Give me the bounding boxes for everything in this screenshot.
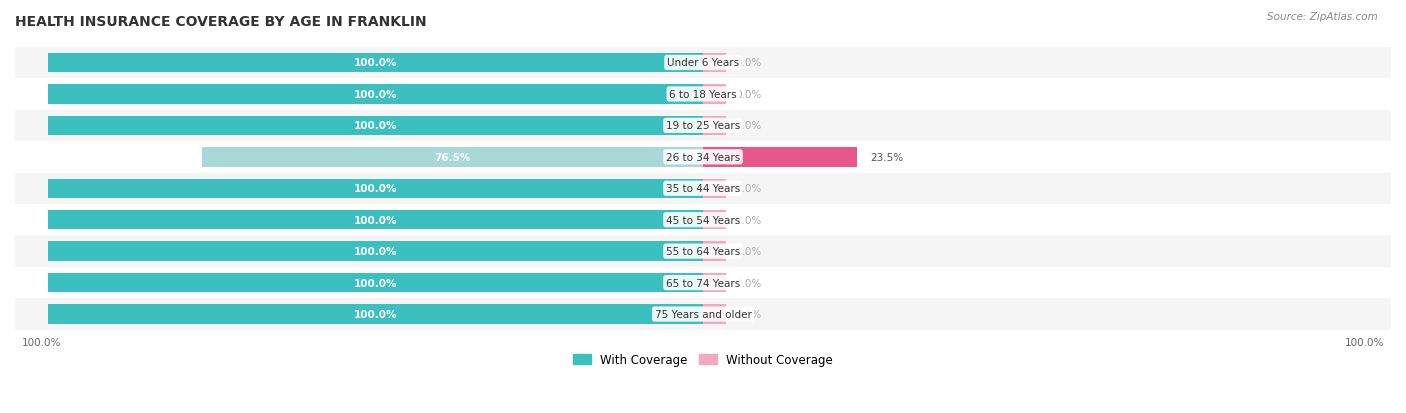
Bar: [703, 148, 858, 167]
Bar: [703, 304, 725, 324]
Bar: [48, 242, 703, 261]
Text: 100.0%: 100.0%: [1346, 337, 1385, 347]
Bar: [703, 273, 725, 293]
Text: 0.0%: 0.0%: [735, 90, 762, 100]
Text: 100.0%: 100.0%: [354, 247, 396, 256]
Bar: [703, 242, 725, 261]
Text: 100.0%: 100.0%: [354, 121, 396, 131]
Text: 23.5%: 23.5%: [870, 152, 903, 162]
Text: 35 to 44 Years: 35 to 44 Years: [666, 184, 740, 194]
Bar: [703, 54, 725, 73]
Text: 45 to 54 Years: 45 to 54 Years: [666, 215, 740, 225]
Bar: [15, 236, 1391, 267]
Text: 76.5%: 76.5%: [434, 152, 471, 162]
Bar: [703, 85, 725, 104]
Text: 0.0%: 0.0%: [735, 121, 762, 131]
Bar: [48, 116, 703, 136]
Text: 6 to 18 Years: 6 to 18 Years: [669, 90, 737, 100]
Text: 0.0%: 0.0%: [735, 278, 762, 288]
Text: 0.0%: 0.0%: [735, 247, 762, 256]
Text: 100.0%: 100.0%: [354, 309, 396, 319]
Bar: [15, 299, 1391, 330]
Text: 100.0%: 100.0%: [354, 58, 396, 68]
Bar: [48, 54, 703, 73]
Text: 0.0%: 0.0%: [735, 309, 762, 319]
Bar: [15, 110, 1391, 142]
Text: 100.0%: 100.0%: [354, 215, 396, 225]
Bar: [48, 211, 703, 230]
Bar: [703, 116, 725, 136]
Bar: [48, 304, 703, 324]
Text: Under 6 Years: Under 6 Years: [666, 58, 740, 68]
Text: Source: ZipAtlas.com: Source: ZipAtlas.com: [1267, 12, 1378, 22]
Bar: [15, 204, 1391, 236]
Bar: [15, 79, 1391, 110]
Text: 100.0%: 100.0%: [354, 184, 396, 194]
Text: 100.0%: 100.0%: [21, 337, 60, 347]
Legend: With Coverage, Without Coverage: With Coverage, Without Coverage: [568, 348, 838, 370]
Text: 26 to 34 Years: 26 to 34 Years: [666, 152, 740, 162]
Text: 100.0%: 100.0%: [354, 278, 396, 288]
Bar: [15, 142, 1391, 173]
Text: 0.0%: 0.0%: [735, 184, 762, 194]
Text: 0.0%: 0.0%: [735, 58, 762, 68]
Bar: [15, 173, 1391, 204]
Text: 65 to 74 Years: 65 to 74 Years: [666, 278, 740, 288]
Bar: [48, 85, 703, 104]
Bar: [703, 179, 725, 199]
Text: 0.0%: 0.0%: [735, 215, 762, 225]
Bar: [703, 211, 725, 230]
Text: 55 to 64 Years: 55 to 64 Years: [666, 247, 740, 256]
Bar: [48, 273, 703, 293]
Text: HEALTH INSURANCE COVERAGE BY AGE IN FRANKLIN: HEALTH INSURANCE COVERAGE BY AGE IN FRAN…: [15, 15, 426, 29]
Text: 19 to 25 Years: 19 to 25 Years: [666, 121, 740, 131]
Bar: [15, 267, 1391, 299]
Bar: [201, 148, 703, 167]
Bar: [15, 47, 1391, 79]
Text: 75 Years and older: 75 Years and older: [655, 309, 751, 319]
Bar: [48, 179, 703, 199]
Text: 100.0%: 100.0%: [354, 90, 396, 100]
